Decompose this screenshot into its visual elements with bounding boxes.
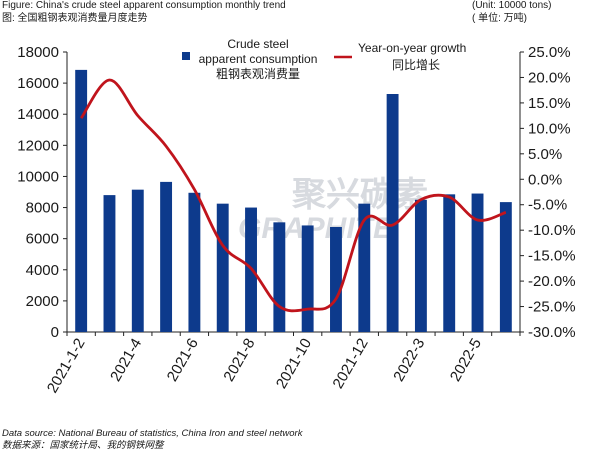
bar [131, 189, 144, 332]
y-right-tick-label: 5.0% [528, 146, 562, 163]
legend-bar-label-line2: apparent consumption [199, 52, 318, 66]
y-right-tick-label: 20.0% [528, 69, 571, 86]
legend-bar-swatch [182, 52, 190, 60]
bar [443, 194, 456, 332]
bar [103, 195, 116, 332]
x-tick-label: 2021-6 [164, 336, 202, 385]
y-right-tick-label: -5.0% [528, 197, 567, 214]
chart-title-cn: 图: 全国粗钢表观消费量月度走势 [2, 13, 148, 24]
bar [330, 227, 342, 332]
y-right-tick-label: -20.0% [528, 273, 576, 290]
bar [75, 69, 88, 332]
unit-label-cn: ( 单位: 万吨) [472, 13, 527, 24]
bar [499, 202, 512, 332]
y-left-tick-label: 8000 [26, 200, 59, 217]
y-right-tick-label: -15.0% [528, 248, 576, 265]
y-right-tick-label: 25.0% [528, 44, 571, 61]
bar [386, 94, 399, 332]
bar [273, 222, 286, 332]
x-tick-label: 2021-4 [107, 336, 145, 385]
x-tick-label: 2021-12 [329, 336, 371, 392]
y-right-tick-label: 0.0% [528, 171, 562, 188]
bar [301, 225, 314, 332]
x-tick-label: 2021-10 [273, 336, 315, 392]
x-tick-label: 2021-1-2 [44, 336, 89, 397]
x-tick-label: 2021-8 [220, 336, 258, 385]
bar [160, 181, 173, 332]
y-left-tick-label: 0 [51, 324, 59, 341]
y-right-tick-label: -10.0% [528, 222, 576, 239]
y-left-tick-label: 18000 [17, 44, 59, 61]
data-source-cn: 数据来源：国家统计局、我的钢铁网整 [2, 440, 164, 451]
y-left-tick-label: 16000 [17, 75, 59, 92]
unit-label-en: (Unit: 10000 tons) [472, 0, 552, 11]
y-right-tick-label: 10.0% [528, 120, 571, 137]
y-right-tick-label: -30.0% [528, 324, 576, 341]
bar [414, 199, 427, 332]
yoy-growth-line [79, 78, 507, 313]
legend-bar-label-line3: 粗钢表观消费量 [216, 67, 300, 81]
bar [216, 203, 229, 332]
legend-bar-label-line1: Crude steel [227, 37, 288, 51]
y-left-tick-label: 2000 [26, 293, 59, 310]
x-tick-label: 2022-5 [447, 336, 485, 385]
y-left-tick-label: 6000 [26, 231, 59, 248]
y-left-tick-label: 14000 [17, 106, 59, 123]
bar [358, 203, 371, 332]
y-left-tick-label: 10000 [17, 168, 59, 185]
data-source-en: Data source: National Bureau of statisti… [2, 428, 303, 439]
chart-title-en: Figure: China's crude steel apparent con… [2, 0, 286, 11]
legend-line-label-line1: Year-on-year growth [358, 41, 466, 55]
x-tick-label: 2022-3 [390, 336, 428, 385]
bar [188, 192, 201, 332]
bar [471, 193, 484, 332]
y-right-tick-label: 15.0% [528, 95, 571, 112]
y-left-tick-label: 4000 [26, 262, 59, 279]
y-left-tick-label: 12000 [17, 137, 59, 154]
y-right-tick-label: -25.0% [528, 299, 576, 316]
legend-line-label-line2: 同比增长 [392, 58, 440, 72]
